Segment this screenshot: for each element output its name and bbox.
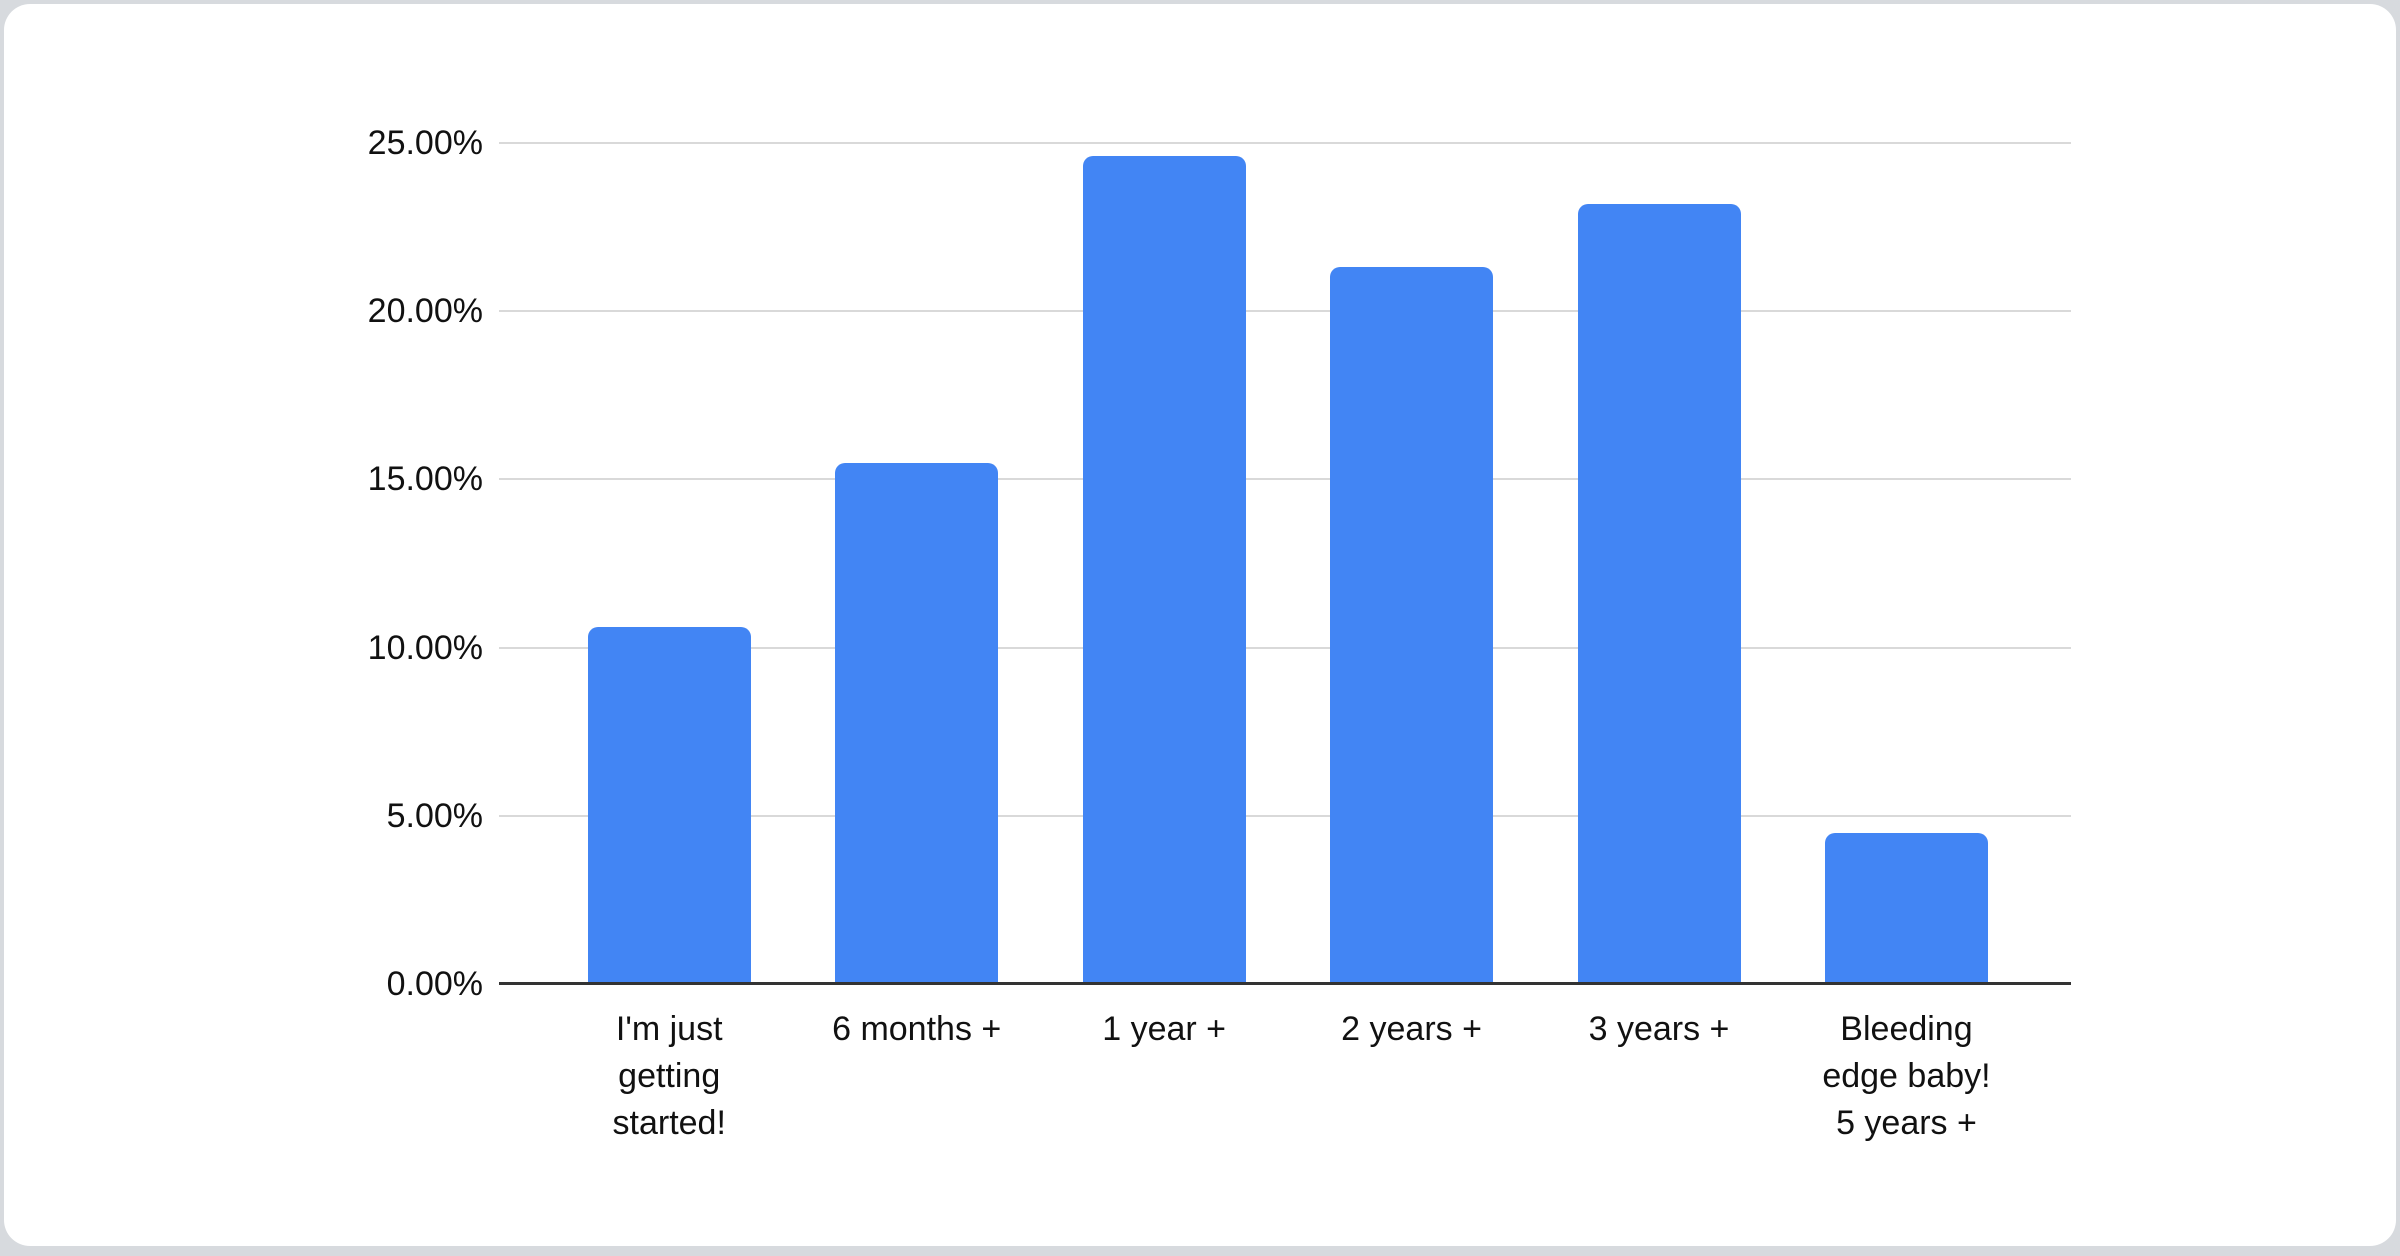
bar-6[interactable] (1824, 833, 1988, 984)
gridline (499, 478, 2071, 481)
gridline (499, 646, 2071, 649)
gridline (499, 310, 2071, 313)
y-axis-tick-label: 10.00% (367, 628, 483, 667)
x-axis-line (499, 982, 2071, 985)
x-axis-category-label: 2 years + (1341, 1010, 1482, 1048)
y-axis-tick-label: 20.00% (367, 292, 483, 331)
y-axis-tick-label: 5.00% (386, 796, 483, 835)
bar-2[interactable] (835, 463, 999, 984)
chart-card: 0.00% 5.00% 10.00% 15.00% 20.00% 25.00% I'm ju… (4, 4, 2396, 1246)
x-axis-category-label: I'm just getting started! (612, 1010, 726, 1142)
bar-3[interactable] (1082, 156, 1246, 984)
x-axis-category-label: 1 year + (1102, 1010, 1227, 1048)
x-axis-category-label: Bleeding edge baby! 5 years + (1822, 1010, 1991, 1142)
gridline (499, 142, 2071, 144)
bar-4[interactable] (1330, 267, 1494, 984)
gridline (499, 814, 2071, 817)
y-axis-tick-label: 25.00% (367, 124, 483, 162)
bar-1[interactable] (587, 627, 751, 984)
y-axis-tick-label: 15.00% (367, 460, 483, 499)
bar-5[interactable] (1577, 204, 1741, 984)
x-axis-category-label: 3 years + (1588, 1010, 1730, 1048)
y-axis-tick-label: 0.00% (386, 965, 483, 1003)
bar-chart: 0.00% 5.00% 10.00% 15.00% 20.00% 25.00% I'm ju… (4, 4, 2400, 1256)
x-axis-category-label: 6 months + (832, 1010, 1002, 1048)
